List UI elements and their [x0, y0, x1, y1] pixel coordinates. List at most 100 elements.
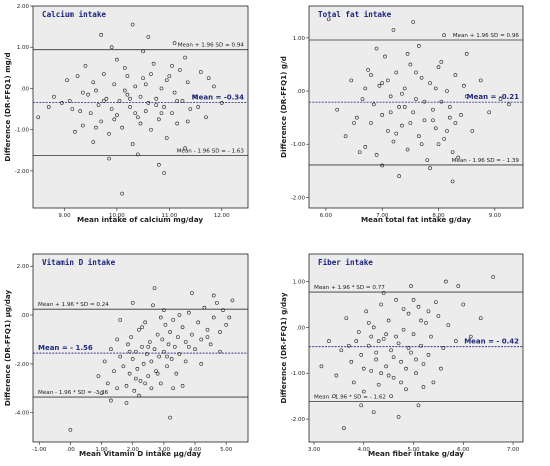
data-point — [196, 320, 200, 325]
data-point — [65, 78, 69, 83]
data-point — [335, 107, 339, 112]
data-point — [80, 90, 85, 95]
panel-title: Calcium intake — [42, 10, 106, 19]
data-point — [442, 137, 446, 141]
data-point — [399, 380, 403, 385]
data-point — [127, 371, 132, 376]
mean-label: Mean = -0.21 — [467, 93, 519, 101]
data-point — [386, 318, 391, 323]
x-tick-label: 2.00 — [127, 447, 140, 453]
data-point — [122, 88, 127, 93]
data-point — [104, 96, 109, 101]
data-point — [354, 339, 359, 343]
data-point — [326, 17, 331, 22]
data-point — [436, 314, 441, 318]
data-point — [120, 125, 124, 130]
x-tick-label: 9.00 — [58, 213, 71, 219]
data-point — [109, 398, 113, 403]
data-point — [386, 373, 391, 378]
data-point — [394, 334, 398, 339]
data-point — [388, 110, 393, 115]
data-point — [128, 105, 132, 109]
upper-limit-label: Mean + 1.96 SD = 0.96 — [453, 33, 520, 39]
data-point — [148, 340, 152, 344]
data-point — [140, 344, 144, 349]
data-point — [361, 389, 366, 394]
data-point — [175, 98, 180, 103]
data-point — [421, 385, 426, 389]
data-point — [416, 134, 421, 139]
data-point — [431, 118, 435, 123]
data-point — [185, 80, 190, 85]
panel-title: Fiber intake — [318, 258, 373, 267]
data-point — [134, 349, 138, 354]
data-point — [408, 62, 413, 67]
data-point — [404, 387, 408, 392]
data-point — [394, 131, 399, 136]
panel-2: 6.00 7.00 8.00 9.00 1.00 .00 -1.00 -2.00 Mean + … — [279, 5, 524, 224]
data-point — [478, 78, 483, 83]
data-point — [369, 369, 374, 373]
data-point — [447, 115, 452, 120]
data-point — [376, 339, 381, 343]
data-point — [406, 311, 411, 316]
y-tick-label: 1.00 — [293, 280, 306, 286]
y-tick-label: -4.00 — [15, 411, 30, 417]
upper-limit-label: Mean + 1.96 * SD = 0.24 — [38, 302, 109, 308]
y-tick-label: -1.00 — [291, 142, 306, 148]
data-point — [376, 382, 381, 387]
data-point — [419, 75, 424, 80]
data-point — [433, 86, 438, 91]
data-point — [99, 391, 104, 395]
y-tick-label: -2.00 — [15, 362, 30, 368]
data-point — [374, 357, 379, 362]
data-point — [327, 339, 331, 343]
data-point — [178, 68, 182, 72]
data-point — [102, 359, 107, 364]
data-point — [128, 96, 132, 101]
data-point — [204, 115, 208, 120]
data-point — [399, 359, 403, 364]
data-point — [379, 302, 383, 307]
data-point — [334, 373, 339, 378]
data-point — [461, 302, 466, 307]
data-point — [141, 362, 146, 366]
data-point — [224, 322, 229, 327]
data-point — [163, 322, 168, 327]
data-point — [404, 366, 408, 371]
data-point — [125, 74, 130, 78]
data-point — [339, 348, 344, 353]
data-point — [112, 369, 116, 374]
data-point — [129, 335, 133, 339]
data-point — [478, 316, 483, 321]
data-point — [386, 78, 390, 83]
data-point — [130, 22, 135, 27]
data-point — [371, 102, 376, 107]
data-point — [101, 72, 106, 76]
data-point — [107, 131, 111, 136]
data-point — [411, 298, 416, 302]
x-tick-label: 7.00 — [376, 213, 389, 219]
data-point — [91, 140, 96, 144]
data-point — [168, 330, 172, 334]
data-point — [445, 129, 449, 133]
data-point — [426, 353, 431, 357]
data-point — [112, 82, 117, 87]
upper-limit-label: Mean + 1.96 SD = 0.94 — [178, 43, 245, 49]
data-point — [152, 286, 157, 291]
data-point — [96, 103, 101, 107]
y-tick-label: -2.00 — [15, 169, 30, 175]
plot-area — [32, 5, 249, 209]
data-point — [60, 101, 64, 105]
data-point — [205, 327, 210, 332]
y-tick-label: -1.00 — [291, 371, 306, 377]
data-point — [456, 155, 461, 160]
data-point — [132, 388, 137, 393]
data-point — [351, 380, 356, 385]
data-point — [421, 362, 426, 366]
data-point — [168, 415, 172, 420]
data-point — [149, 359, 154, 364]
data-point — [160, 337, 165, 342]
data-point — [428, 166, 432, 170]
data-point — [218, 330, 222, 334]
